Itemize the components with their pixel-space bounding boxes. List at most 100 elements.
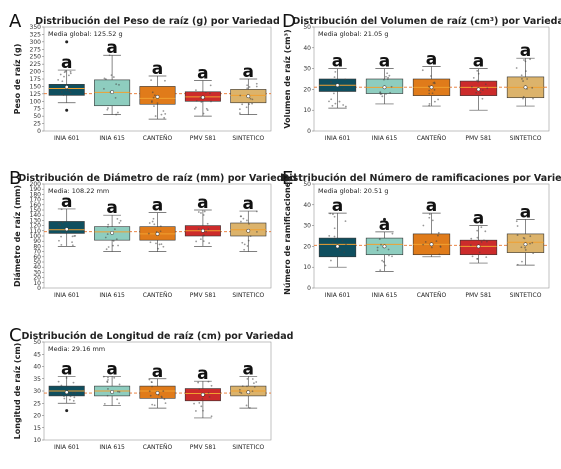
jitter-point xyxy=(332,213,334,216)
y-tick-label: 170 xyxy=(30,197,42,204)
jitter-point xyxy=(72,399,75,402)
jitter-point xyxy=(478,251,481,254)
jitter-point xyxy=(334,70,337,73)
jitter-point xyxy=(344,220,347,223)
jitter-point xyxy=(386,72,389,75)
significance-letter: a xyxy=(473,52,484,72)
significance-letter: a xyxy=(106,38,117,58)
significance-letter: a xyxy=(379,215,390,235)
jitter-point xyxy=(524,60,527,63)
jitter-point xyxy=(164,402,167,405)
panel-letter: A xyxy=(9,11,22,32)
box-inia-615: a INIA 615 xyxy=(94,38,131,142)
y-tick-label: 180 xyxy=(30,191,42,198)
y-tick-label: 160 xyxy=(30,202,42,209)
jitter-point xyxy=(153,404,156,407)
jitter-point xyxy=(439,246,442,248)
jitter-point xyxy=(330,98,333,101)
jitter-point xyxy=(328,100,330,103)
panels-layer: A Distribución del Peso de raíz (g) por V… xyxy=(9,11,561,451)
significance-letter: a xyxy=(426,50,437,70)
jitter-point xyxy=(241,241,244,244)
y-tick-label: 125 xyxy=(30,91,42,98)
jitter-point xyxy=(476,69,479,72)
jitter-point xyxy=(107,223,110,226)
category-label: INIA 615 xyxy=(372,135,398,142)
jitter-point xyxy=(68,393,71,396)
jitter-point xyxy=(525,70,527,73)
mean-marker xyxy=(429,242,434,247)
jitter-point xyxy=(69,91,72,94)
jitter-point xyxy=(200,101,203,103)
mean-marker xyxy=(64,390,69,395)
jitter-point xyxy=(153,105,155,108)
jitter-point xyxy=(476,229,479,232)
jitter-point xyxy=(435,240,438,243)
panel-title: Distribución del Volumen de raíz (cm³) p… xyxy=(292,16,561,27)
jitter-point xyxy=(113,228,116,231)
jitter-point xyxy=(205,230,208,233)
jitter-point xyxy=(481,89,484,92)
category-label: INIA 601 xyxy=(325,292,351,299)
jitter-point xyxy=(162,245,165,248)
jitter-point xyxy=(328,234,331,237)
jitter-point xyxy=(61,80,64,83)
jitter-point xyxy=(524,249,527,251)
jitter-point xyxy=(106,108,109,111)
jitter-point xyxy=(428,104,431,107)
box-inia-615: a INIA 615 xyxy=(365,52,404,142)
jitter-point xyxy=(162,110,165,112)
mean-marker xyxy=(246,228,251,233)
jitter-point xyxy=(208,395,211,398)
jitter-point xyxy=(107,378,109,381)
category-label: PMV 581 xyxy=(190,135,216,142)
outlier-point xyxy=(246,367,250,371)
jitter-point xyxy=(251,390,254,393)
jitter-point xyxy=(331,241,334,244)
y-tick-label: 100 xyxy=(30,98,42,105)
box-cante-o: a CANTEÑO xyxy=(139,196,176,299)
y-tick-label: 250 xyxy=(30,54,42,61)
jitter-point xyxy=(195,106,197,109)
jitter-point xyxy=(516,225,519,227)
jitter-point xyxy=(470,237,473,240)
jitter-point xyxy=(428,92,431,95)
category-label: INIA 601 xyxy=(325,135,351,142)
significance-letter: a xyxy=(243,194,254,214)
jitter-point xyxy=(197,381,200,384)
jitter-point xyxy=(522,236,525,239)
jitter-point xyxy=(428,213,431,216)
panel-title: Distribución del Número de ramificacione… xyxy=(281,173,561,184)
y-tick-label: 0 xyxy=(307,285,311,292)
jitter-point xyxy=(248,86,251,88)
jitter-point xyxy=(249,235,252,237)
jitter-point xyxy=(240,220,242,223)
jitter-point xyxy=(485,256,488,259)
jitter-point xyxy=(200,212,202,214)
jitter-point xyxy=(383,78,385,81)
jitter-point xyxy=(118,222,121,224)
significance-letter: a xyxy=(197,364,208,384)
outlier-point xyxy=(65,108,69,112)
jitter-point xyxy=(249,97,252,100)
jitter-point xyxy=(437,231,440,234)
jitter-point xyxy=(255,381,258,383)
jitter-point xyxy=(238,108,241,111)
jitter-point xyxy=(65,89,68,92)
jitter-point xyxy=(195,89,197,91)
jitter-point xyxy=(118,83,120,86)
box-sintetico: a SINTETICO xyxy=(506,41,545,142)
y-tick-label: 0 xyxy=(37,128,41,135)
jitter-point xyxy=(339,249,341,252)
category-label: INIA 615 xyxy=(99,135,125,142)
box-sintetico: a SINTETICO xyxy=(230,62,267,142)
jitter-point xyxy=(334,102,337,105)
jitter-point xyxy=(110,74,113,76)
jitter-point xyxy=(376,246,379,249)
box-inia-615: a INIA 615 xyxy=(94,359,131,451)
panel-title: Distribución de Longitud de raíz (cm) po… xyxy=(22,331,294,342)
panel-title: Distribución de Diámetro de raíz (mm) po… xyxy=(18,173,296,184)
y-tick-label: 10 xyxy=(33,437,41,444)
jitter-point xyxy=(117,390,119,393)
jitter-point xyxy=(74,391,77,394)
